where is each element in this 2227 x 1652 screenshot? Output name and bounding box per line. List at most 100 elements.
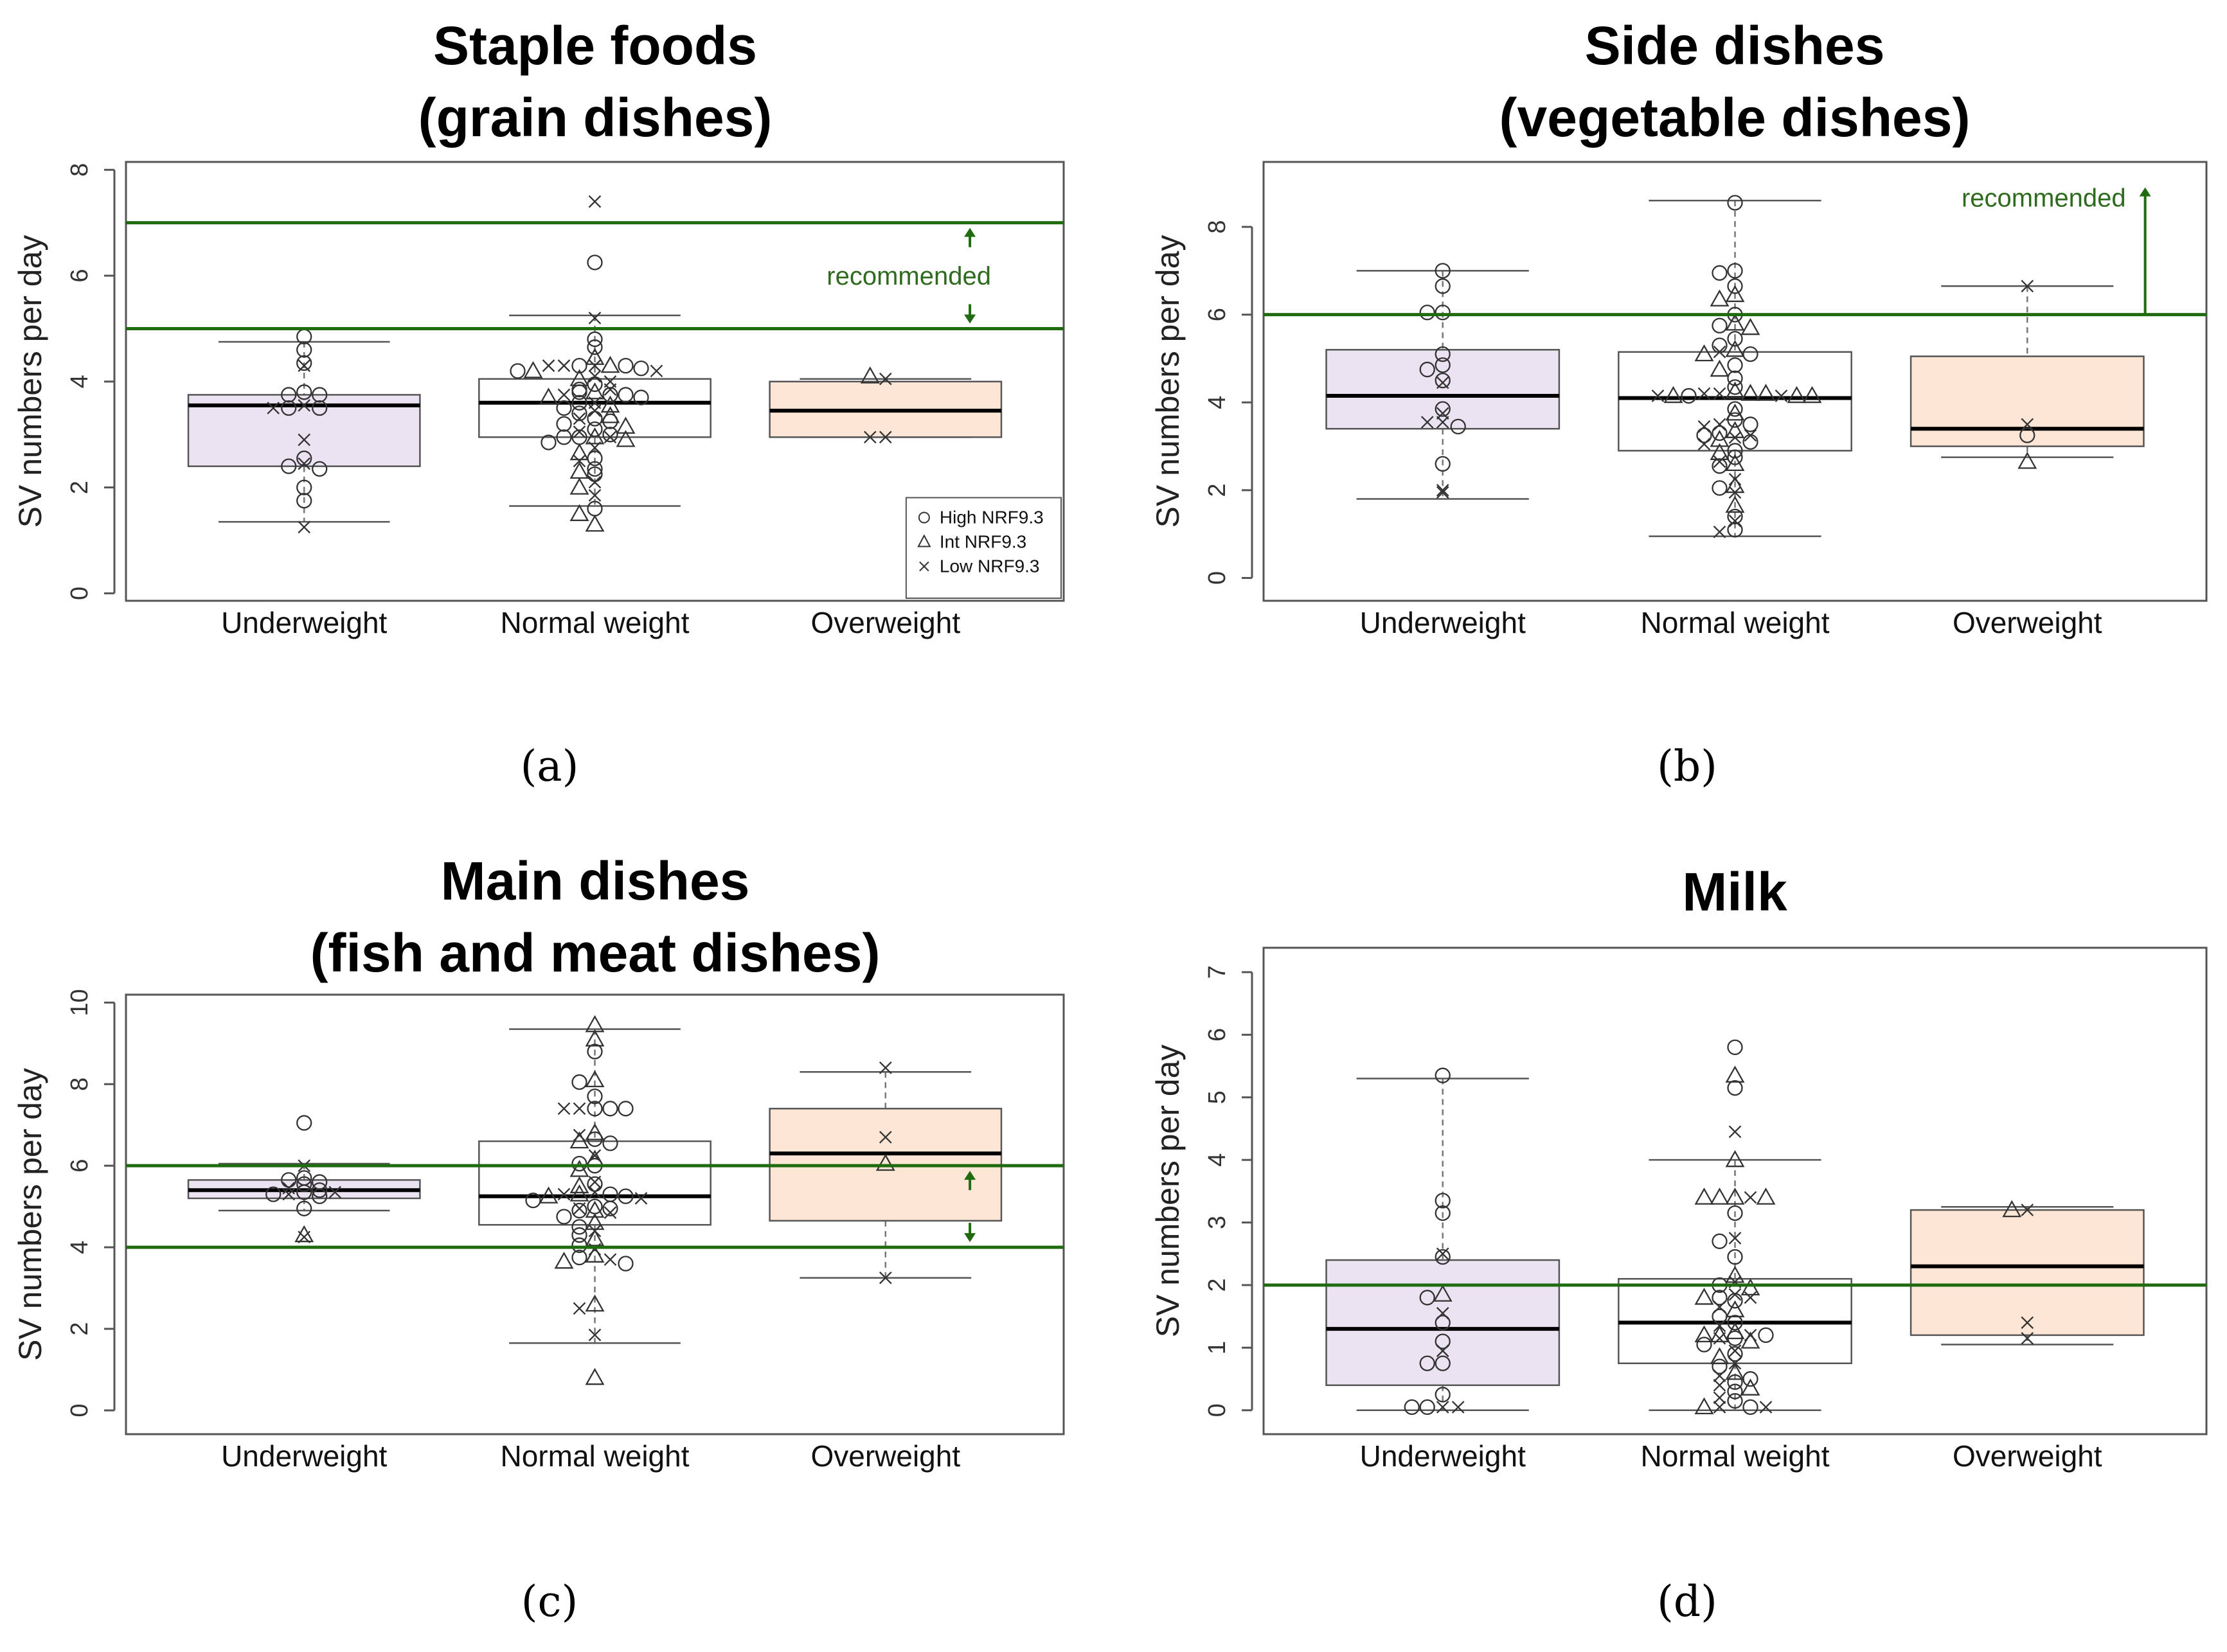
box-2: [1909, 1205, 2145, 1346]
data-point-int: [569, 1131, 589, 1149]
data-point-high: [1419, 361, 1435, 378]
data-point-high: [602, 1135, 618, 1151]
data-point-high: [571, 1202, 587, 1219]
data-point-high: [1727, 1248, 1743, 1265]
points-group-0: [1419, 263, 1466, 499]
data-point-low: [557, 388, 571, 402]
data-point-low: [2021, 418, 2034, 431]
box-0: [187, 1162, 421, 1212]
data-point-high: [571, 395, 587, 411]
data-point-high: [1727, 195, 1743, 211]
recommended-label: recommended: [827, 262, 991, 290]
data-point-low: [1420, 416, 1434, 429]
data-point-low: [1713, 1331, 1726, 1345]
data-point-low: [1713, 418, 1726, 431]
legend-circle-icon: [918, 511, 930, 524]
chart-title-line: (vegetable dishes): [1499, 87, 1971, 148]
data-point-int: [1725, 1187, 1745, 1205]
y-tick-label: 4: [66, 1241, 93, 1254]
box-iqr: [1909, 1209, 2145, 1337]
data-point-low: [1713, 455, 1726, 468]
y-axis-label: SV numbers per day: [1150, 235, 1186, 528]
data-point-high: [296, 450, 312, 466]
data-point-low: [1775, 389, 1788, 402]
data-point-int: [1725, 454, 1745, 472]
data-point-low: [1713, 345, 1726, 359]
data-point-int: [523, 361, 543, 378]
box-0: [187, 341, 421, 523]
data-point-int: [1694, 344, 1714, 362]
data-point-low: [267, 402, 280, 414]
data-point-high: [312, 461, 328, 477]
arrow-down-head: [964, 1233, 976, 1243]
data-point-low: [879, 1130, 892, 1144]
data-point-low: [573, 425, 586, 438]
data-point-low: [588, 359, 602, 372]
data-point-low: [588, 195, 602, 208]
data-point-high: [602, 1101, 618, 1117]
data-point-high: [1435, 1355, 1451, 1371]
data-point-low: [573, 1302, 586, 1315]
data-point-low: [1697, 420, 1711, 433]
data-point-int: [1725, 1322, 1745, 1340]
data-point-low: [298, 359, 311, 372]
legend: High NRF9.3 Int NRF9.3 Low NRF9.3: [905, 497, 1062, 599]
data-point-high: [1435, 1067, 1451, 1083]
data-point-high: [587, 339, 603, 355]
data-point-int: [1725, 1300, 1745, 1318]
data-point-high: [1727, 278, 1743, 294]
y-tick-label: 2: [1204, 483, 1231, 497]
y-tick-label: 8: [1204, 220, 1231, 234]
arrow-up-head: [964, 227, 976, 237]
data-point-low: [879, 372, 892, 386]
data-point-high: [1727, 379, 1743, 395]
data-point-low: [1759, 1401, 1773, 1414]
data-point-low: [604, 1206, 617, 1219]
data-point-int: [569, 1176, 589, 1194]
legend-label: Int NRF9.3: [940, 531, 1026, 551]
data-point-high: [1727, 443, 1743, 459]
data-point-high: [571, 1155, 587, 1172]
data-point-high: [1727, 1346, 1743, 1362]
x-category-label: Underweight: [1360, 606, 1526, 639]
data-point-high: [618, 1188, 634, 1204]
data-point-high: [1727, 1374, 1743, 1390]
data-point-int: [569, 1184, 589, 1202]
points-group-1: [510, 195, 663, 532]
data-point-high: [1712, 480, 1728, 496]
x-category-label: Overweight: [1953, 1439, 2102, 1473]
data-point-high: [602, 427, 618, 443]
data-point-low: [1713, 525, 1726, 538]
data-point-int: [539, 387, 559, 405]
data-point-high: [1727, 1080, 1743, 1096]
data-point-high: [1404, 1399, 1420, 1416]
data-point-int: [875, 1153, 895, 1171]
data-point-int: [1740, 317, 1760, 335]
y-tick-label: 0: [66, 1403, 93, 1417]
data-point-low: [557, 359, 571, 372]
data-point-high: [281, 1172, 297, 1188]
data-point-int: [1663, 386, 1683, 404]
data-point-int: [294, 1225, 314, 1243]
data-point-high: [1727, 508, 1743, 525]
data-point-high: [587, 1044, 603, 1060]
data-point-high: [1419, 1355, 1435, 1371]
data-point-high: [1450, 418, 1466, 434]
plot-frame: [125, 161, 1065, 602]
y-axis-label: SV numbers per day: [1150, 1045, 1186, 1338]
data-point-low: [573, 1102, 586, 1115]
data-point-low: [298, 433, 311, 447]
data-point-low: [1713, 387, 1726, 400]
data-point-low: [2021, 1203, 2034, 1216]
data-point-low: [2021, 1316, 2034, 1329]
data-point-int: [1756, 1187, 1776, 1205]
data-point-high: [296, 479, 312, 495]
points-group-0: [265, 1115, 342, 1244]
data-point-high: [587, 331, 603, 348]
data-point-low: [588, 489, 602, 502]
y-axis-label: SV numbers per day: [12, 235, 48, 528]
points-group-2: [2002, 1200, 2034, 1345]
data-point-high: [1435, 357, 1451, 373]
data-point-high: [1727, 1205, 1743, 1221]
data-point-low: [1728, 1288, 1742, 1301]
